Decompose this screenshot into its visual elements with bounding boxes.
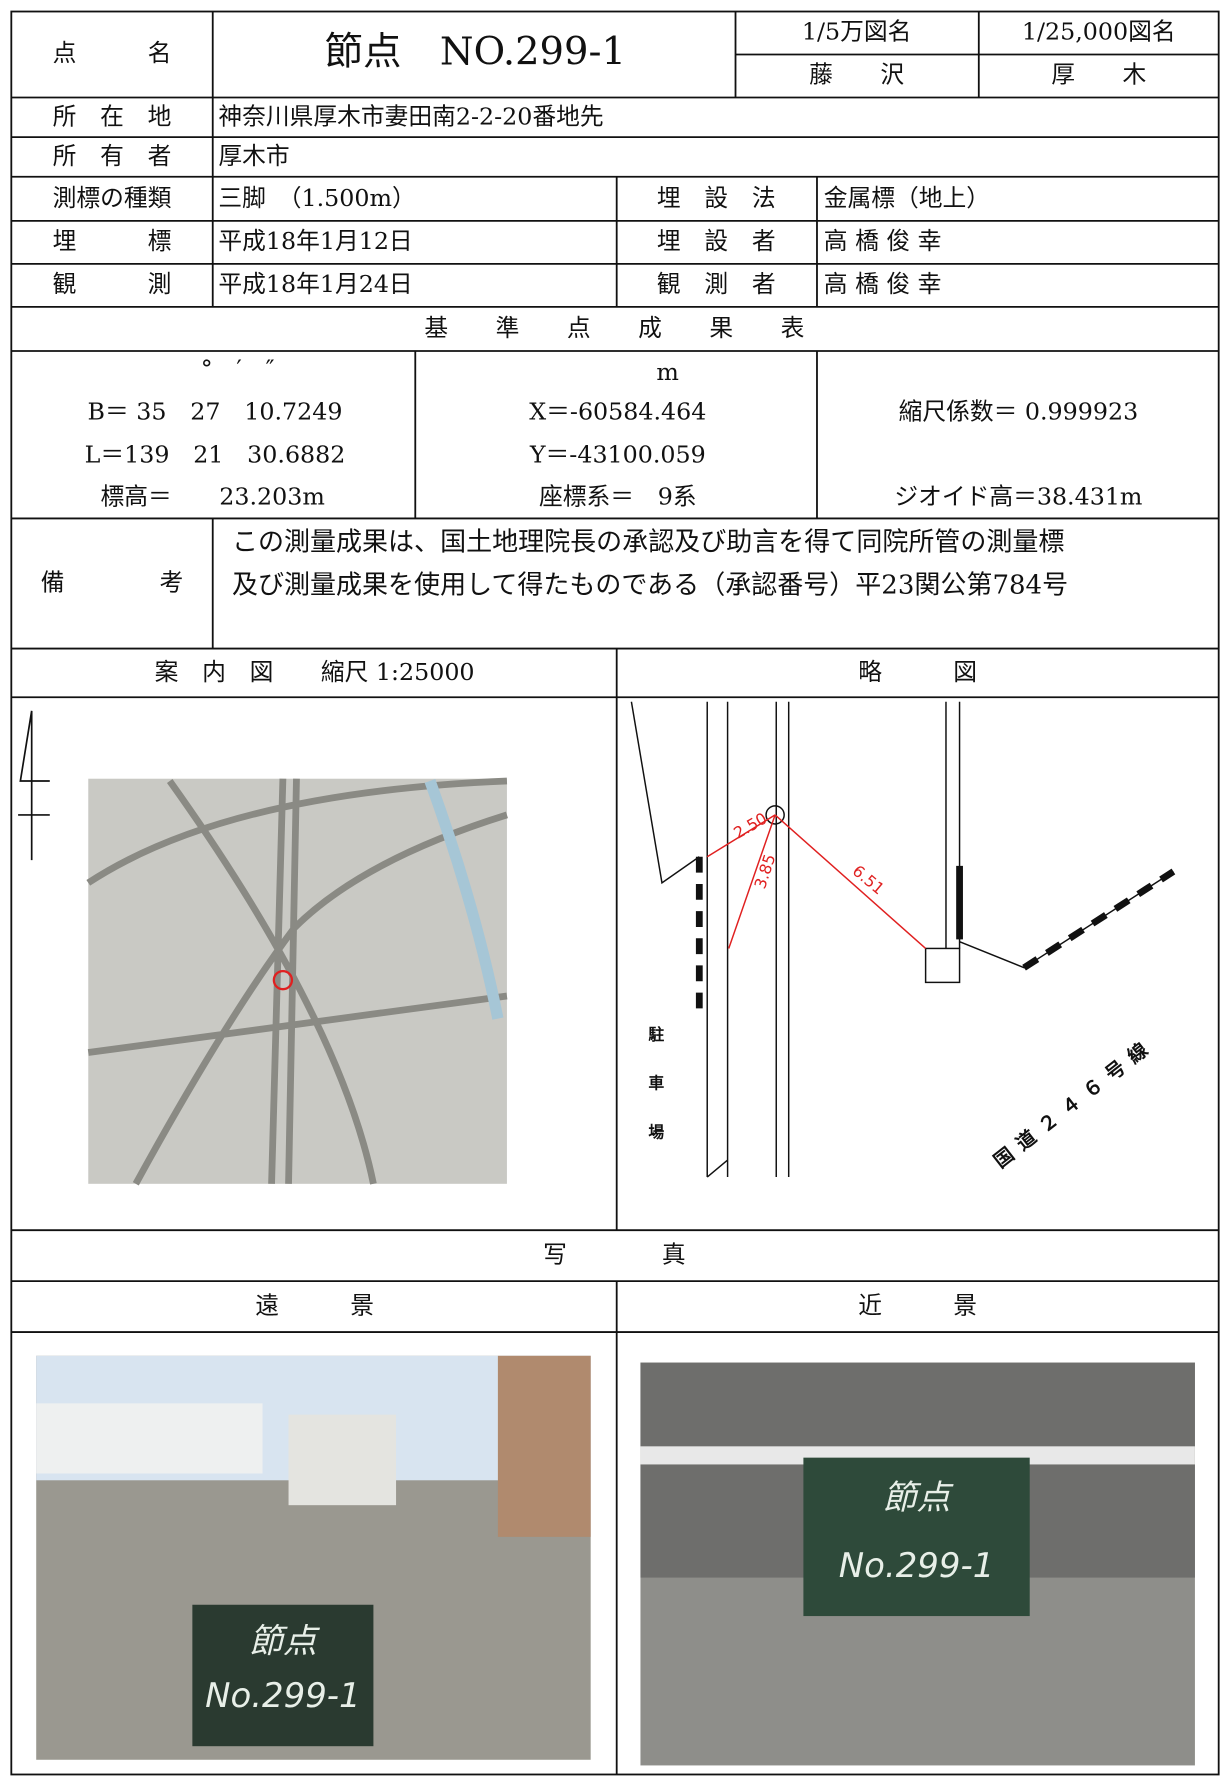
section-title: 遠 景: [255, 1292, 374, 1320]
far-photo: 節点 No.299-1: [36, 1355, 591, 1760]
parking-label: 駐: [648, 1025, 664, 1044]
coordinate-system: 座標系＝ 9系: [539, 483, 697, 511]
value: 高 橋 俊 幸: [824, 227, 942, 255]
board-text: 節点: [249, 1622, 321, 1662]
guide-map: [18, 710, 508, 1186]
label: 埋 標: [53, 227, 172, 255]
label: 点 名: [53, 39, 172, 67]
units: m: [656, 358, 679, 386]
label: 1/25,000図名: [1022, 18, 1176, 46]
elevation: 標高＝ 23.203m: [101, 483, 325, 511]
value: 金属標（地上）: [824, 184, 990, 212]
value: 平成18年1月24日: [218, 270, 412, 298]
scale-factor: 縮尺係数＝ 0.999923: [899, 398, 1139, 426]
label: 所 在 地: [53, 102, 172, 130]
section-title: 近 景: [858, 1292, 977, 1320]
label: 1/5万図名: [802, 18, 911, 46]
value: 平成18年1月12日: [218, 227, 412, 255]
label: 測標の種類: [53, 184, 172, 212]
distance: 6.51: [849, 861, 888, 898]
value: 厚 木: [1051, 61, 1146, 89]
table-rules: [10, 10, 1220, 1776]
value: 三脚 （1.500m）: [218, 184, 415, 212]
distance: 3.85: [750, 852, 779, 891]
value: 高 橋 俊 幸: [824, 270, 942, 298]
board-text: No.299-1: [839, 1546, 995, 1586]
label: 観 測 者: [657, 270, 776, 298]
y-coordinate: Y＝-43100.059: [529, 441, 706, 469]
label: 所 有 者: [53, 142, 172, 170]
units: ° ′ ″: [201, 355, 275, 383]
section-title: 案 内 図 縮尺 1:25000: [155, 658, 475, 686]
board-text: 節点: [883, 1478, 955, 1518]
longitude: L＝139 21 30.6882: [85, 441, 346, 469]
road-label: 国道２４６号線: [989, 1033, 1159, 1173]
latitude: B＝ 35 27 10.7249: [88, 398, 343, 426]
label: 観 測: [53, 270, 172, 298]
distance: 2.50: [730, 809, 770, 843]
value: 神奈川県厚木市妻田南2-2-20番地先: [218, 102, 603, 130]
geoid-height: ジオイド高＝38.431m: [894, 483, 1142, 511]
near-photo: 節点 No.299-1: [640, 1362, 1195, 1766]
label: 埋 設 法: [657, 184, 776, 212]
texts: 点 名 節点 NO.299-1 1/5万図名 藤 沢 1/25,000図名 厚 …: [41, 18, 1176, 1320]
value: 厚木市: [218, 142, 289, 170]
value: 藤 沢: [809, 61, 904, 89]
board-text: No.299-1: [205, 1676, 361, 1716]
section-title: 基 準 点 成 果 表: [424, 314, 804, 342]
point-name: 節点 NO.299-1: [325, 30, 626, 75]
label: 埋 設 者: [657, 227, 776, 255]
section-title: 写 真: [543, 1241, 686, 1269]
parking-label: 場: [648, 1122, 664, 1141]
x-coordinate: X＝-60584.464: [529, 398, 706, 426]
remark-line: この測量成果は、国土地理院長の承認及び助言を得て同院所管の測量標: [232, 527, 1064, 557]
remark-line: 及び測量成果を使用して得たものである（承認番号）平23関公第784号: [232, 570, 1068, 600]
sketch-labels: 2.50 3.85 6.51 駐 車 場 国道２４６号線: [648, 809, 1159, 1173]
sketch: [630, 701, 1176, 1178]
parking-label: 車: [648, 1074, 664, 1093]
section-title: 略 図: [858, 658, 977, 686]
label: 備 考: [41, 569, 184, 597]
